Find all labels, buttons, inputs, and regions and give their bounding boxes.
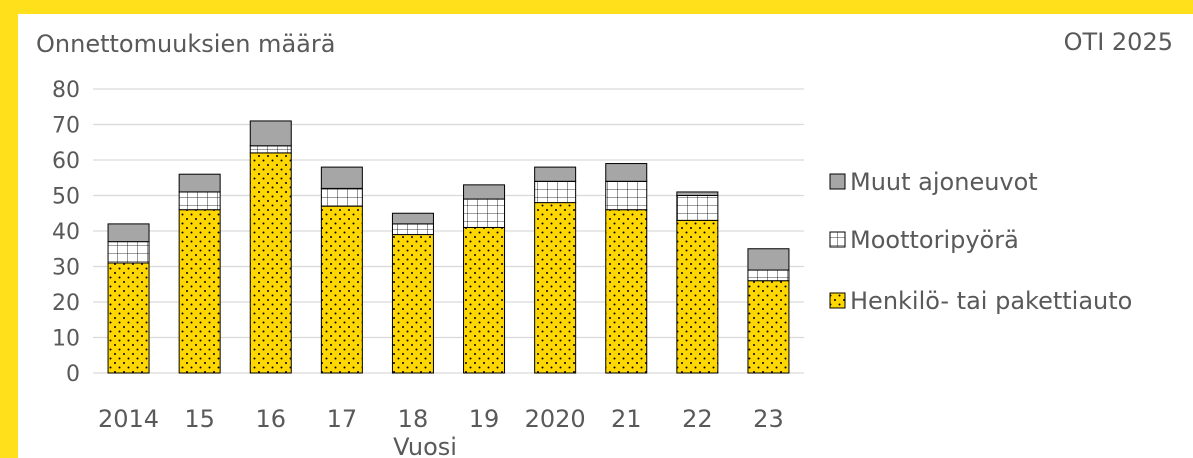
stacked-bar-chart: Onnettomuuksien määrä OTI 2025 0 10 20 30 40… bbox=[36, 28, 1173, 458]
y-tick-label: 80 bbox=[52, 78, 80, 103]
y-tick-label: 0 bbox=[66, 362, 80, 387]
y-tick-label: 40 bbox=[52, 220, 80, 245]
bar-segment-moottoripyora-23 bbox=[747, 269, 790, 282]
bar-segment-henkilo-tai-pakettiauto-22 bbox=[676, 219, 719, 374]
bar-segment-henkilo-tai-pakettiauto-15 bbox=[178, 209, 221, 374]
bar-segment-moottoripyora-17 bbox=[320, 187, 363, 207]
bar-segment-moottoripyora-22 bbox=[676, 195, 719, 221]
legend-swatch-moottoripyora bbox=[829, 231, 846, 248]
x-tick-label: 23 bbox=[753, 405, 784, 433]
bar-segment-moottoripyora-21 bbox=[605, 180, 648, 211]
chart-panel: Onnettomuuksien määrä OTI 2025 0 10 20 30 40… bbox=[18, 14, 1193, 458]
bar-segment-muut-ajoneuvot-19 bbox=[463, 184, 506, 200]
bar-segment-muut-ajoneuvot-2014 bbox=[107, 223, 150, 243]
legend-swatch-henkilo-tai-pakettiauto bbox=[829, 292, 846, 309]
y-tick-label: 30 bbox=[52, 256, 80, 281]
x-tick-label: 2014 bbox=[98, 405, 159, 433]
bar-segment-henkilo-tai-pakettiauto-21 bbox=[605, 209, 648, 374]
legend-label-henkilo-tai-pakettiauto: Henkilö- tai pakettiauto bbox=[850, 287, 1132, 315]
bar-segment-muut-ajoneuvot-2020 bbox=[534, 166, 577, 182]
bar-segment-moottoripyora-2020 bbox=[534, 180, 577, 204]
x-tick-label: 21 bbox=[611, 405, 642, 433]
x-tick-label: 22 bbox=[682, 405, 713, 433]
bar-segment-moottoripyora-15 bbox=[178, 191, 221, 211]
x-tick-label: 18 bbox=[398, 405, 429, 433]
bar-segment-muut-ajoneuvot-17 bbox=[320, 166, 363, 189]
x-tick-label: 19 bbox=[469, 405, 500, 433]
bar-segment-muut-ajoneuvot-15 bbox=[178, 173, 221, 193]
bar-segment-henkilo-tai-pakettiauto-17 bbox=[320, 205, 363, 374]
bar-segment-henkilo-tai-pakettiauto-19 bbox=[463, 226, 506, 374]
x-axis-ticks: 2014 15 16 17 18 19 2020 21 22 23 bbox=[98, 405, 784, 433]
y-tick-label: 50 bbox=[52, 185, 80, 210]
bar-segment-henkilo-tai-pakettiauto-23 bbox=[747, 280, 790, 374]
bar-segment-moottoripyora-2014 bbox=[107, 241, 150, 264]
y-axis-ticks: 0 10 20 30 40 50 60 70 80 bbox=[52, 78, 80, 387]
bar-segment-muut-ajoneuvot-22 bbox=[676, 191, 719, 196]
x-tick-label: 16 bbox=[255, 405, 286, 433]
y-tick-label: 60 bbox=[52, 149, 80, 174]
y-axis-title: Onnettomuuksien määrä bbox=[36, 30, 335, 58]
bar-segment-muut-ajoneuvot-21 bbox=[605, 163, 648, 182]
bar-segment-henkilo-tai-pakettiauto-2020 bbox=[534, 202, 577, 374]
bar-segment-moottoripyora-18 bbox=[391, 223, 434, 236]
legend-label-muut-ajoneuvot: Muut ajoneuvot bbox=[850, 168, 1038, 196]
bar-segment-moottoripyora-19 bbox=[463, 198, 506, 228]
bar-segment-moottoripyora-16 bbox=[249, 145, 292, 154]
legend: Muut ajoneuvot Moottoripyörä Henkilö- tai … bbox=[829, 168, 1132, 315]
bars bbox=[107, 120, 790, 374]
bar-segment-muut-ajoneuvot-23 bbox=[747, 248, 790, 271]
bar-segment-muut-ajoneuvot-16 bbox=[249, 120, 292, 147]
source-label: OTI 2025 bbox=[1064, 28, 1173, 56]
x-tick-label: 17 bbox=[327, 405, 358, 433]
bar-segment-henkilo-tai-pakettiauto-2014 bbox=[107, 262, 150, 374]
bar-segment-henkilo-tai-pakettiauto-18 bbox=[391, 234, 434, 374]
legend-swatch-muut-ajoneuvot bbox=[829, 173, 846, 190]
bar-segment-muut-ajoneuvot-18 bbox=[391, 212, 434, 225]
bar-segment-henkilo-tai-pakettiauto-16 bbox=[249, 152, 292, 374]
y-tick-label: 10 bbox=[52, 327, 80, 352]
x-tick-label: 2020 bbox=[525, 405, 586, 433]
x-axis-title: Vuosi bbox=[393, 433, 457, 458]
y-tick-label: 70 bbox=[52, 114, 80, 139]
legend-label-moottoripyora: Moottoripyörä bbox=[850, 226, 1019, 254]
x-tick-label: 15 bbox=[184, 405, 215, 433]
y-tick-label: 20 bbox=[52, 291, 80, 316]
